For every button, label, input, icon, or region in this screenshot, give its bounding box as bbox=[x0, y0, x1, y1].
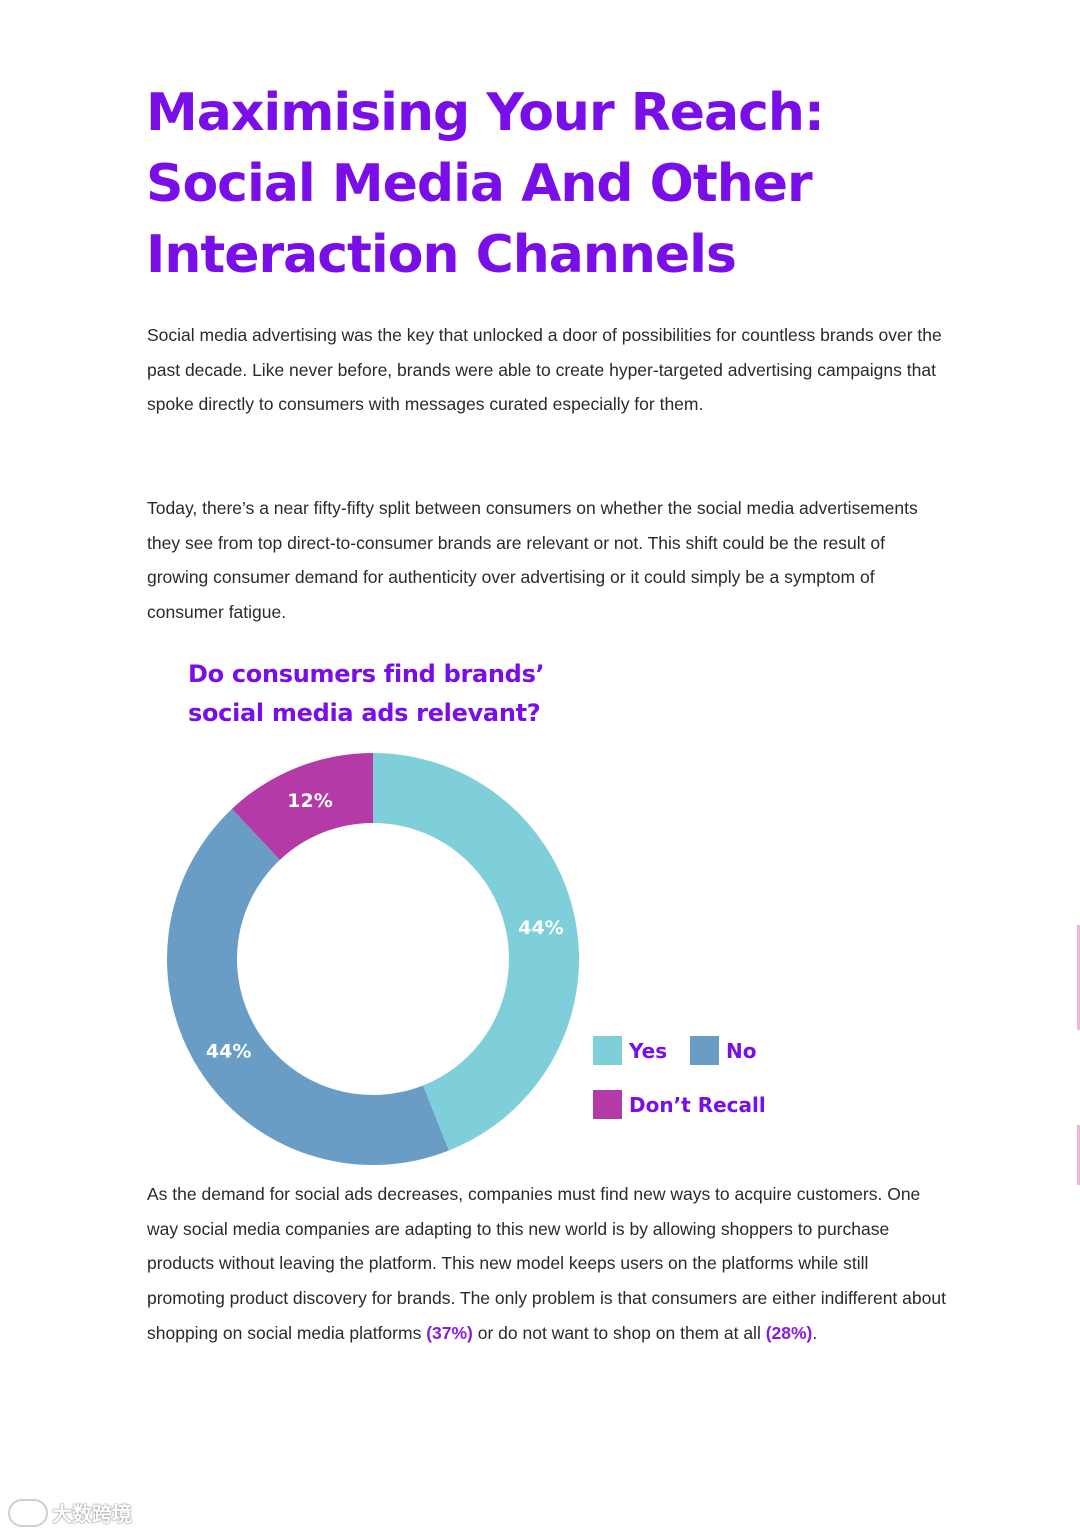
donut-slice-dont-recall bbox=[231, 753, 373, 860]
legend-label-yes: Yes bbox=[629, 1038, 668, 1063]
watermark-text: 大数跨境 bbox=[52, 1504, 132, 1526]
legend-swatch-no bbox=[690, 1036, 719, 1065]
edge-accent-line-lower bbox=[1077, 1125, 1080, 1185]
highlight-refuse-stat: (28%) bbox=[765, 1322, 813, 1343]
outro-paragraph: As the demand for social ads decreases, … bbox=[147, 1177, 947, 1351]
legend-label-no: No bbox=[726, 1038, 757, 1063]
split-paragraph: Today, there’s a near fifty-fifty split … bbox=[147, 498, 918, 623]
donut-chart: 44% 44% 12% bbox=[166, 753, 579, 1165]
chart-title-line-2: social media ads relevant? bbox=[188, 699, 541, 727]
slice-label-yes: 44% bbox=[518, 917, 563, 939]
donut-slice-no bbox=[166, 808, 449, 1165]
edge-accent-line bbox=[1077, 925, 1080, 1030]
outro-text-2: or do not want to shop on them at all bbox=[472, 1322, 766, 1343]
legend-swatch-yes bbox=[593, 1036, 622, 1065]
chart-title-line-1: Do consumers find brands’ bbox=[188, 660, 545, 688]
legend-item-no: No bbox=[690, 1036, 756, 1065]
watermark: 大数跨境 bbox=[8, 1498, 132, 1527]
chart-title: Do consumers find brands’ social media a… bbox=[188, 655, 545, 733]
page-title: Maximising Your Reach: Social Media And … bbox=[146, 78, 1006, 291]
legend-item-yes: Yes bbox=[593, 1036, 667, 1065]
legend-label-dont-recall: Don’t Recall bbox=[629, 1092, 766, 1117]
slice-label-no: 44% bbox=[206, 1041, 251, 1063]
link-logo-icon bbox=[8, 1498, 48, 1527]
slice-label-dont-recall: 12% bbox=[287, 790, 332, 812]
legend-item-dont-recall: Don’t Recall bbox=[593, 1090, 766, 1119]
legend-swatch-dont-recall bbox=[593, 1090, 622, 1119]
page-title-line-3: Interaction Channels bbox=[146, 225, 737, 285]
donut-slice-yes bbox=[373, 753, 579, 1151]
outro-text-1: As the demand for social ads decreases, … bbox=[147, 1184, 946, 1343]
highlight-indifferent-stat: (37%) bbox=[426, 1322, 473, 1343]
page-title-line-2: Social Media And Other bbox=[146, 154, 813, 214]
outro-text-3: . bbox=[812, 1322, 818, 1343]
intro-paragraph: Social media advertising was the key tha… bbox=[147, 325, 942, 415]
page-title-line-1: Maximising Your Reach: bbox=[146, 83, 825, 143]
